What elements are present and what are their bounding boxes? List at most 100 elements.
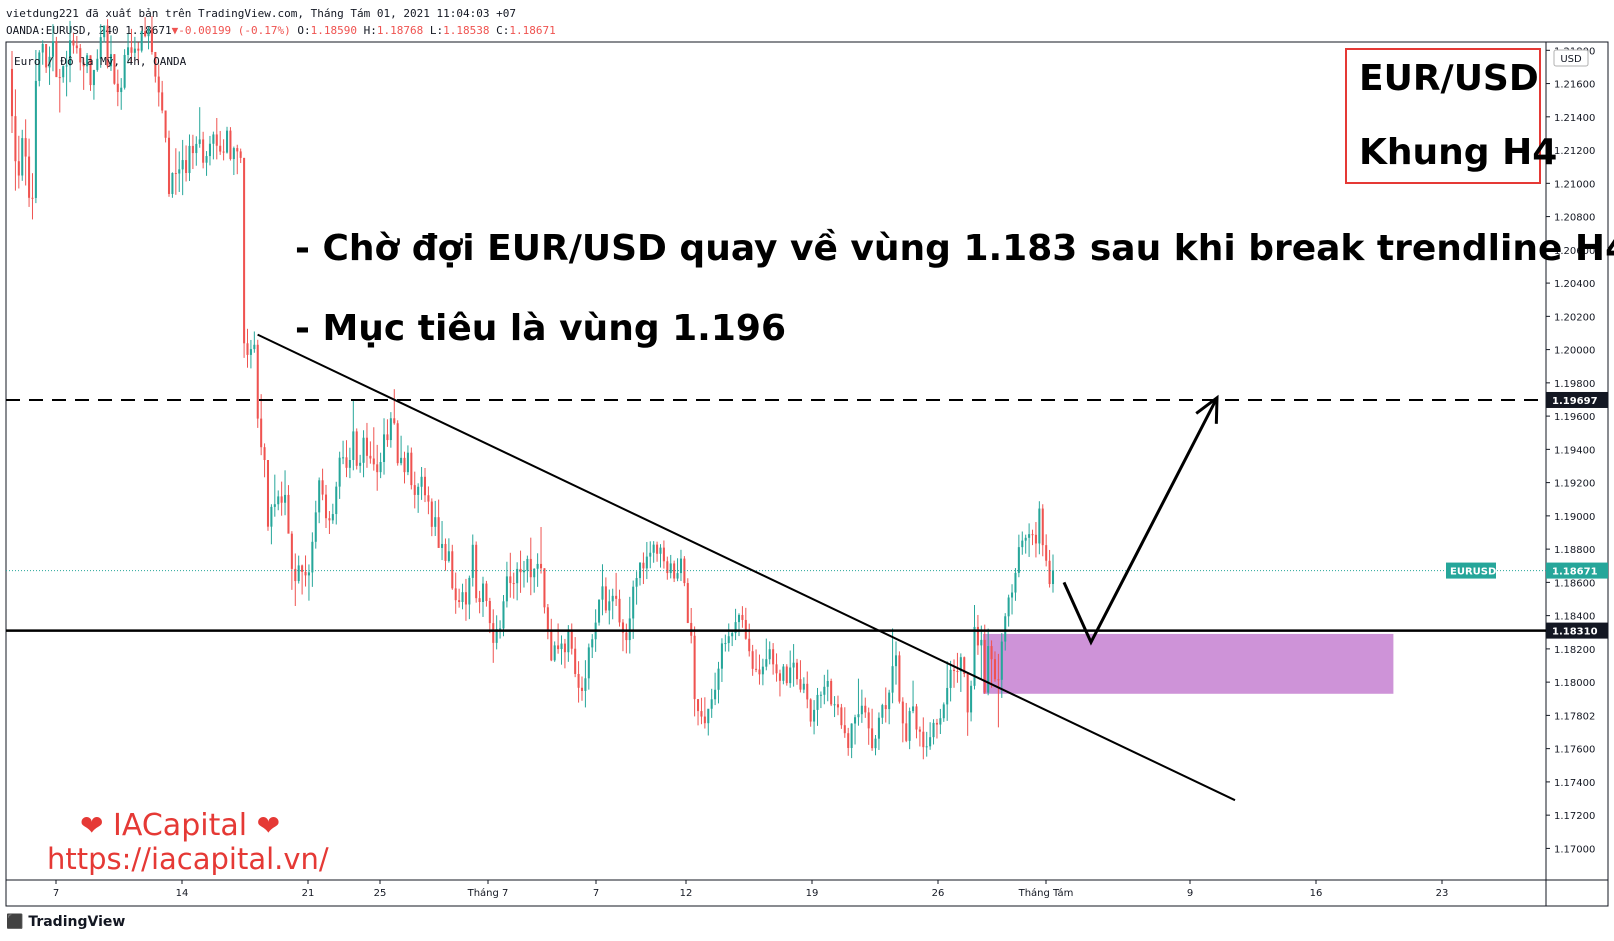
candle: [686, 578, 689, 624]
candle-body: [24, 138, 27, 157]
candle: [1000, 633, 1003, 698]
candle: [731, 631, 734, 647]
candle: [324, 484, 328, 529]
candle: [321, 468, 324, 501]
candle-body: [598, 599, 601, 623]
candle: [266, 460, 270, 531]
candle-body: [952, 669, 956, 671]
price-tags-layer: 1.19697 1.18310 1.18671 EURUSD: [1446, 391, 1608, 639]
candle: [396, 420, 399, 466]
candle: [966, 672, 969, 736]
candle-body: [270, 506, 273, 527]
candle: [280, 481, 283, 516]
candle: [563, 638, 566, 669]
candle-body: [249, 349, 252, 355]
candle-body: [854, 717, 857, 724]
candle-body: [632, 586, 635, 619]
candle-body: [584, 678, 587, 691]
candle: [963, 656, 966, 678]
heart-icon: ❤: [256, 809, 281, 842]
candle: [355, 428, 358, 470]
x-tick-label: 23: [1436, 888, 1449, 899]
candle: [819, 691, 822, 709]
candle: [720, 638, 723, 682]
candle-body: [980, 639, 983, 646]
candle-body: [1011, 592, 1014, 598]
candle-body: [17, 161, 20, 176]
candle-body: [546, 607, 549, 632]
candle-body: [587, 647, 590, 679]
candle-body: [202, 139, 205, 163]
candle-body: [212, 134, 215, 144]
candle-body: [362, 437, 365, 463]
candle-body: [929, 737, 932, 747]
candle: [662, 540, 665, 569]
time-axis[interactable]: 7 14 21 25 Tháng 7 7 12 19 26 Tháng Tám 9 16 23: [53, 880, 1449, 899]
price-axis[interactable]: 1.218001.216001.214001.212001.210001.208…: [1546, 46, 1595, 855]
candle: [144, 17, 147, 38]
candle-body: [963, 657, 966, 674]
candle-body: [1045, 545, 1048, 561]
tradingview-logo[interactable]: ⬛ TradingView: [6, 914, 125, 930]
candle: [659, 544, 662, 568]
candle-body: [458, 600, 461, 602]
candle-body: [140, 31, 143, 51]
candle-body: [226, 130, 229, 153]
candle: [574, 637, 577, 678]
candle: [376, 444, 379, 491]
candle: [413, 471, 416, 509]
title-box: EUR/USD Khung H4: [1345, 48, 1557, 184]
candle: [86, 52, 89, 74]
tradingview-logo-icon: ⬛: [6, 914, 24, 930]
candle: [587, 643, 590, 690]
candle-body: [529, 558, 532, 578]
candle: [854, 714, 857, 745]
candle: [229, 127, 232, 161]
candle-body: [1007, 597, 1010, 617]
candle-body: [516, 568, 519, 584]
candle-body: [816, 694, 819, 710]
candle: [423, 467, 427, 503]
candle-body: [946, 687, 949, 705]
candle-body: [48, 56, 51, 68]
candle: [239, 148, 242, 164]
candle-body: [922, 731, 925, 748]
candle: [51, 24, 54, 72]
candle: [17, 135, 20, 189]
candle: [894, 641, 898, 685]
candle: [284, 470, 287, 516]
candle-body: [652, 544, 655, 553]
candle-body: [195, 143, 198, 154]
candle-body: [396, 423, 399, 464]
brand-url[interactable]: https://iacapital.vn/: [47, 842, 329, 876]
candle: [939, 708, 942, 735]
candle-body: [714, 689, 717, 700]
candle: [468, 575, 471, 620]
candle: [611, 588, 614, 620]
candle-body: [106, 25, 109, 67]
candle-body: [772, 649, 775, 665]
currency-box[interactable]: [1553, 49, 1589, 67]
candle: [526, 555, 529, 583]
candle-body: [89, 55, 92, 86]
candle-body: [881, 705, 884, 718]
candle: [772, 643, 775, 675]
candle-body: [92, 69, 95, 86]
candle: [922, 717, 925, 760]
candle-body: [778, 673, 781, 681]
candle: [116, 69, 119, 107]
candle-body: [103, 25, 106, 38]
candle-body: [567, 631, 570, 653]
candle-body: [188, 145, 191, 174]
candle-body: [444, 543, 447, 561]
candle: [106, 19, 109, 69]
candle-body: [147, 29, 150, 37]
candle-body: [260, 418, 263, 448]
candle-body: [836, 704, 839, 708]
candle-body: [62, 66, 65, 78]
x-tick-label: 26: [932, 888, 945, 899]
candle: [297, 555, 300, 584]
candle: [55, 36, 58, 78]
candle: [710, 688, 713, 718]
